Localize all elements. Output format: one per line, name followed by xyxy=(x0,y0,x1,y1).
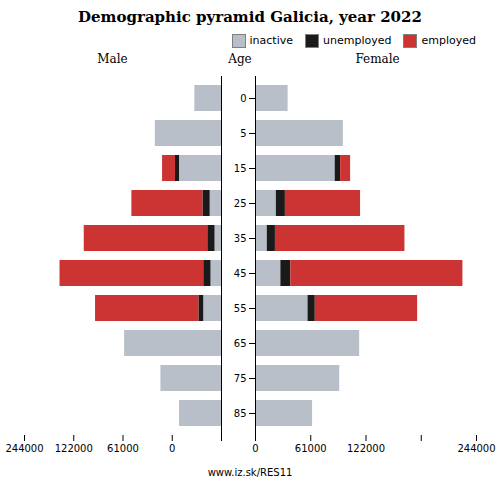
svg-text:122000: 122000 xyxy=(55,443,93,454)
html-text:Demographic pyramid Galicia, y: Demographic pyramid Galicia, year 2022 xyxy=(78,8,422,26)
svg-text:55: 55 xyxy=(234,303,247,314)
svg-text:85: 85 xyxy=(234,408,247,419)
svg-text:122000: 122000 xyxy=(347,443,385,454)
svg-text:65: 65 xyxy=(234,338,247,349)
html-text:Female: Female xyxy=(355,52,400,66)
svg-text:61000: 61000 xyxy=(107,443,139,454)
svg-text:45: 45 xyxy=(234,268,247,279)
html-text:unemployed: unemployed xyxy=(323,34,392,47)
html-text:employed: employed xyxy=(421,34,476,47)
svg-text:25: 25 xyxy=(234,198,247,209)
svg-text:15: 15 xyxy=(234,163,247,174)
html-text:Age: Age xyxy=(228,52,252,66)
svg-text:0: 0 xyxy=(169,443,175,454)
svg-text:35: 35 xyxy=(234,233,247,244)
svg-text:0: 0 xyxy=(240,93,246,104)
svg-text:75: 75 xyxy=(234,373,247,384)
svg-text:5: 5 xyxy=(240,128,246,139)
svg-text:244000: 244000 xyxy=(5,443,43,454)
svg-text:244000: 244000 xyxy=(457,443,495,454)
html-text:www.iz.sk/RES11: www.iz.sk/RES11 xyxy=(207,467,293,478)
html-text:Male: Male xyxy=(97,52,128,66)
svg-text:61000: 61000 xyxy=(295,443,327,454)
html-text:inactive: inactive xyxy=(249,34,293,47)
svg-text:0: 0 xyxy=(252,443,258,454)
